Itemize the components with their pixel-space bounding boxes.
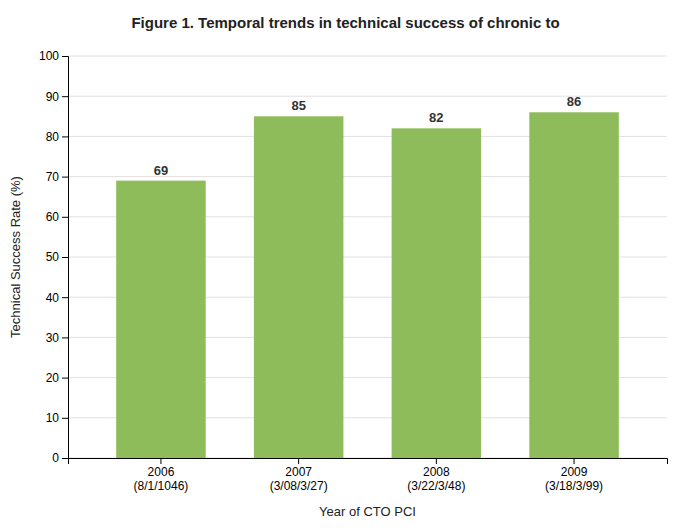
bar [392, 128, 482, 458]
x-tick-label: 2007(3/08/3/27) [270, 465, 328, 493]
data-label: 85 [291, 98, 305, 113]
y-axis: 0 10 20 30 40 50 60 70 80 90 100 [39, 49, 69, 465]
y-tick-mark [62, 96, 68, 97]
y-tick-label: 90 [46, 90, 60, 104]
y-tick: 30 [46, 331, 68, 345]
grid-line [68, 56, 667, 57]
x-tick: 2008(3/22/3/48) [407, 458, 465, 493]
x-axis: 2006(8/1/1046) 2007(3/08/3/27) 2008(3/22/3… [69, 458, 668, 493]
x-axis-title: Year of CTO PCI [319, 504, 416, 519]
x-tick-mark [160, 458, 161, 464]
y-tick-mark [62, 337, 68, 338]
y-tick: 100 [39, 49, 68, 63]
y-tick-label: 70 [46, 170, 60, 184]
y-tick: 50 [46, 250, 68, 264]
y-tick: 80 [46, 130, 68, 144]
y-tick-mark [62, 378, 68, 379]
bar [529, 112, 619, 458]
data-labels: 69 85 82 86 [154, 94, 582, 177]
data-label: 69 [154, 163, 168, 178]
x-tick-label: 2009(3/18/3/99) [545, 465, 603, 493]
y-tick: 40 [46, 291, 68, 305]
bars [116, 112, 619, 458]
x-tick-mark [574, 458, 575, 464]
y-axis-title: Technical Success Rate (%) [8, 176, 23, 338]
x-tick-label: 2008(3/22/3/48) [407, 465, 465, 493]
y-tick-label: 100 [39, 49, 59, 63]
data-label: 82 [429, 110, 443, 125]
y-tick-label: 20 [46, 371, 60, 385]
y-tick-label: 10 [46, 411, 60, 425]
y-tick-mark [62, 217, 68, 218]
y-tick-label: 50 [46, 250, 60, 264]
grid [68, 56, 667, 458]
y-tick: 60 [46, 210, 68, 224]
y-tick-mark [62, 297, 68, 298]
y-tick-label: 60 [46, 210, 60, 224]
y-tick: 0 [52, 451, 68, 465]
y-tick-mark [62, 177, 68, 178]
y-tick: 20 [46, 371, 68, 385]
chart-svg: Figure 1. Temporal trends in technical s… [0, 0, 691, 532]
bar [116, 181, 206, 458]
x-tick: 2006(8/1/1046) [134, 458, 189, 493]
x-axis-line [69, 459, 668, 465]
chart-title: Figure 1. Temporal trends in technical s… [131, 14, 559, 31]
y-tick: 10 [46, 411, 68, 425]
x-tick-mark [298, 458, 299, 464]
y-tick: 70 [46, 170, 68, 184]
y-tick: 90 [46, 90, 68, 104]
bar [254, 116, 344, 458]
x-tick-mark [436, 458, 437, 464]
y-tick-label: 40 [46, 291, 60, 305]
y-tick-label: 30 [46, 331, 60, 345]
plot-area: 0 10 20 30 40 50 60 70 80 90 100 2006(8/1/1046) 2007… [39, 49, 668, 493]
y-tick-mark [62, 136, 68, 137]
y-tick-label: 0 [52, 451, 59, 465]
x-tick: 2007(3/08/3/27) [270, 458, 328, 493]
y-tick-mark [62, 56, 68, 57]
y-tick-mark [62, 257, 68, 258]
y-tick-mark [62, 458, 68, 459]
x-tick: 2009(3/18/3/99) [545, 458, 603, 493]
y-axis-line [62, 57, 69, 459]
y-tick-mark [62, 418, 68, 419]
y-tick-label: 80 [46, 130, 60, 144]
data-label: 86 [567, 94, 581, 109]
x-tick-label: 2006(8/1/1046) [134, 465, 189, 493]
